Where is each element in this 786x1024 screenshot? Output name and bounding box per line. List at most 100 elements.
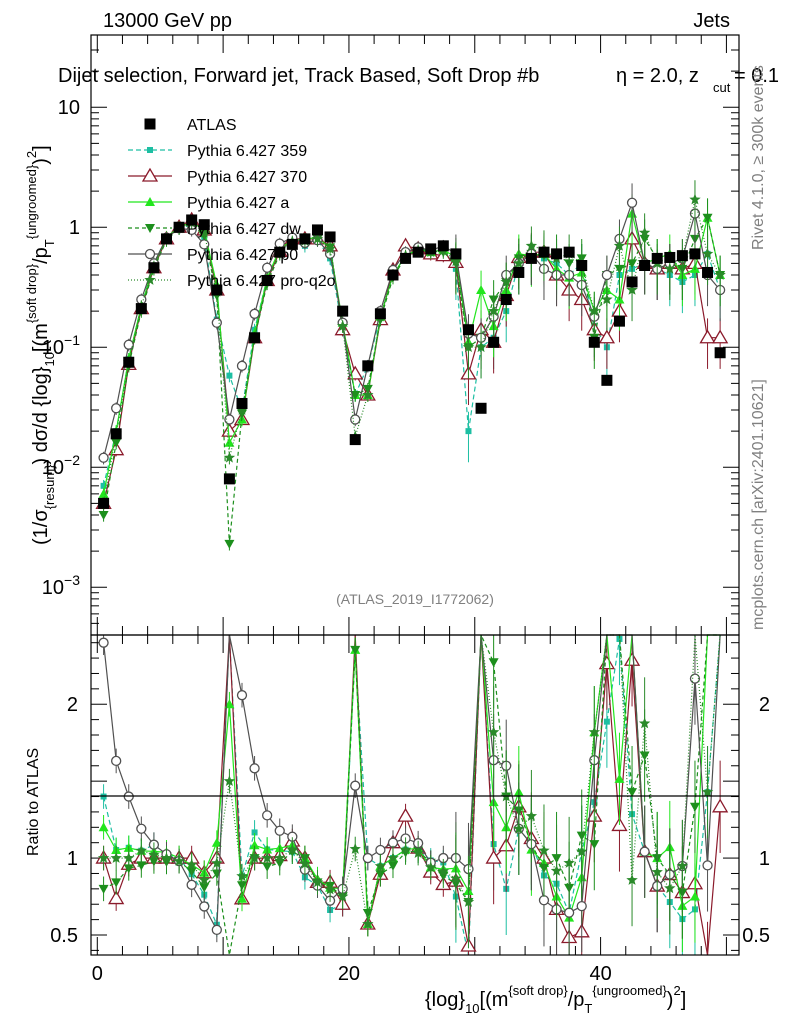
data-point [399,843,412,855]
y-axis-label-main: (1/σ{resum}) dσ/d {log}10[(m{soft drop}/… [24,145,57,545]
data-point [664,262,676,274]
data-point [387,269,399,281]
data-point [144,274,156,285]
legend-label: Pythia 6.427 370 [187,169,307,186]
data-point [236,404,248,415]
data-point [613,315,625,327]
data-point [160,233,172,245]
data-point [588,726,600,738]
data-point [223,775,236,786]
data-point [525,810,538,821]
data-point [563,857,575,868]
data-point [375,844,386,856]
data-point [425,243,437,255]
mcplots-label: mcplots.cern.ch [arXiv:2401.10621] [750,379,767,630]
data-point [98,488,109,498]
data-point [374,860,387,871]
data-point [450,255,462,267]
data-point [186,214,198,226]
data-point [613,239,626,251]
ratio-series-pa [98,634,721,955]
data-point [286,843,298,855]
data-point [123,852,135,863]
data-point [638,226,651,238]
data-point [487,305,500,316]
data-point [144,118,156,130]
data-point [261,852,273,863]
header-right: Jets [693,10,730,32]
data-point [702,213,713,223]
data-point [186,879,197,890]
y-tick-label: 10−3 [42,572,80,599]
x-label-sub1: 10 [465,1001,479,1016]
data-point [689,802,700,812]
data-point [311,232,324,244]
data-point [626,284,638,295]
data-point [249,763,260,774]
data-point [475,341,487,353]
data-point [286,238,298,250]
data-point [689,193,701,205]
data-point [173,855,185,866]
x-axis-label: {log}10[(m{soft drop}/pT{ungroomed})2] [425,983,686,1016]
data-point [350,391,361,400]
data-point [689,891,700,901]
plot-subtitle: Dijet selection, Forward jet, Track Base… [58,65,539,87]
data-point [576,845,588,857]
legend-label: Pythia 6.427 pro-q2o [187,273,336,290]
data-point [236,360,248,371]
y-label-part1: (1/σ [30,509,52,545]
x-tick-label: 0 [92,963,103,985]
data-point [588,336,600,348]
data-point [148,262,160,274]
data-point [311,224,323,236]
data-point [563,246,575,258]
data-point [550,864,563,876]
data-point [676,250,688,262]
y-tick-label: 10−1 [42,332,80,359]
data-point [513,266,525,278]
data-point [513,257,525,269]
data-point [236,690,248,701]
data-point [224,437,235,447]
data-point [598,329,616,344]
y-label-sup1: {soft drop} [24,263,39,323]
data-point [123,339,134,350]
y-tick-label: 10−2 [42,452,80,479]
legend-label: Pythia 6.427 p0 [187,247,298,264]
data-point [236,397,248,409]
data-point [702,266,714,278]
ratio-tick-label-right: 1 [759,848,770,870]
data-point [412,847,424,858]
data-point [198,219,210,231]
main-series-layer [95,180,729,551]
legend-entry-p359: Pythia 6.427 359 [128,143,307,160]
data-point [627,259,638,269]
data-point [711,798,729,813]
data-point [148,848,160,860]
data-point [136,823,147,834]
legend-entry-pd0: Pythia 6.427 p0 [128,247,298,264]
data-point [145,224,155,233]
data-point [236,893,247,903]
data-point [400,252,412,264]
data-point [236,870,248,881]
data-point [147,147,153,153]
data-point [397,807,414,822]
data-point [160,852,173,863]
data-point [274,825,285,836]
data-point [299,233,311,245]
legend-label: Pythia 6.427 dw [187,221,301,238]
series-line [103,213,721,495]
data-point [336,320,349,331]
data-point [711,329,729,344]
data-point [349,434,361,446]
data-point [249,840,260,850]
data-point [336,890,349,902]
data-point [462,896,475,907]
data-point [111,755,122,767]
data-point [186,858,198,870]
y-label-part4: /p [30,247,52,264]
data-point [476,284,487,294]
